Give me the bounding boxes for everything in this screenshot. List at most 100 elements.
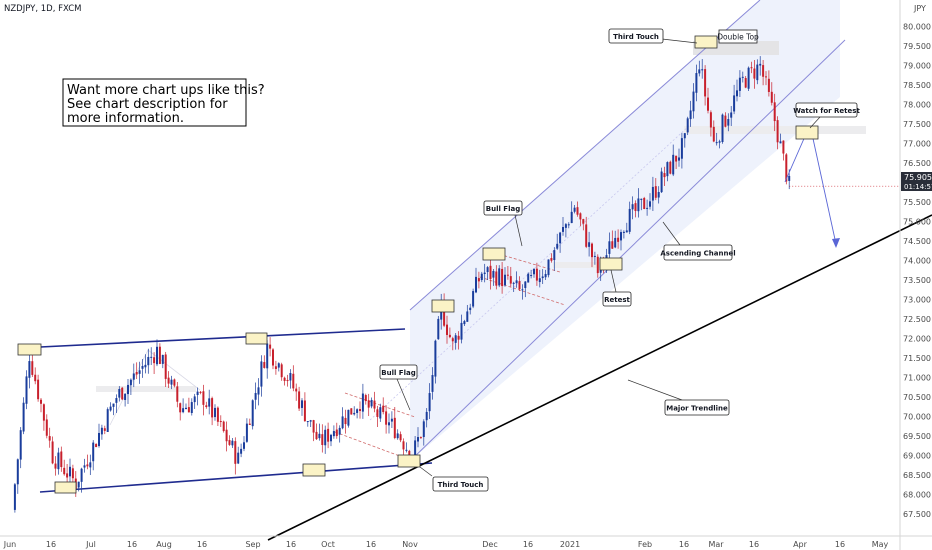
y-tick-label: 75.000	[903, 218, 931, 227]
candle-body	[86, 464, 89, 467]
callout-double-top[interactable]: Double Top	[717, 29, 759, 44]
leader-line	[627, 379, 683, 401]
candle	[295, 383, 298, 401]
touch-box[interactable]	[54, 481, 77, 494]
candle-body	[66, 473, 69, 478]
candle-body	[109, 406, 112, 411]
x-tick-label: Jul	[85, 540, 96, 549]
candle	[689, 100, 692, 127]
candle	[585, 216, 588, 249]
candle-body	[156, 346, 158, 365]
candle-body	[121, 387, 124, 400]
y-tick-label: 72.000	[903, 335, 931, 344]
leader-line	[396, 378, 411, 411]
projection-arrow-down	[811, 133, 837, 245]
candle-body	[321, 434, 324, 445]
candle-body	[649, 201, 651, 207]
candle	[611, 230, 614, 249]
callout-watch-retest[interactable]: Watch for Retest	[793, 102, 860, 118]
candle	[431, 367, 434, 400]
candle	[596, 254, 599, 278]
channel-upper-line[interactable]	[409, 0, 761, 311]
y-tick-label: 70.000	[903, 413, 931, 422]
touch-box[interactable]	[245, 332, 268, 345]
candle-body	[637, 198, 640, 212]
candle	[272, 348, 274, 370]
candle-body	[501, 268, 504, 287]
callout-third-touch-top[interactable]: Third Touch	[608, 28, 664, 44]
range-upper-line[interactable]	[19, 328, 406, 349]
candle-body	[350, 408, 353, 415]
candle-body	[153, 357, 156, 364]
y-tick-label: 70.500	[903, 393, 931, 402]
touch-box[interactable]	[17, 343, 42, 356]
candle-body	[173, 379, 176, 386]
promo-box[interactable]: Want more chart ups like this? See chart…	[62, 78, 265, 127]
candle-body	[388, 422, 390, 426]
callout-retest[interactable]: Retest	[602, 291, 632, 307]
touch-box[interactable]	[302, 463, 326, 477]
candle	[765, 71, 767, 86]
candle-body	[298, 391, 301, 409]
candle	[19, 427, 22, 469]
touch-box[interactable]	[694, 35, 718, 49]
range-lower-line[interactable]	[39, 462, 433, 493]
candle-body	[330, 434, 332, 442]
touch-box[interactable]	[431, 299, 455, 313]
major-trendline[interactable]	[267, 214, 932, 541]
candle	[269, 337, 272, 357]
candle-body	[190, 402, 193, 413]
y-tick-label: 77.000	[903, 140, 931, 149]
candle-body	[141, 365, 144, 369]
candle-body	[306, 421, 309, 423]
candle-body	[425, 411, 428, 421]
candle	[350, 408, 353, 415]
touch-box[interactable]	[482, 247, 506, 261]
candle	[135, 362, 138, 380]
candle-body	[686, 118, 689, 133]
x-axis-ticks[interactable]: Jun 16 Jul 16 Aug 16 Sep 16 Oct 16 Nov Dec 16 2021 Feb…	[3, 540, 889, 549]
candle-body	[77, 481, 80, 488]
candle-body	[182, 408, 185, 413]
candle	[518, 276, 521, 291]
candle-body	[393, 417, 396, 438]
candle	[608, 232, 611, 263]
candle	[115, 394, 118, 414]
ascending-channel-band	[410, 0, 840, 461]
candle	[141, 359, 144, 378]
candle-body	[353, 412, 356, 415]
callout-major-trendline[interactable]: Major Trendline	[664, 399, 730, 416]
candle-body	[361, 393, 364, 412]
channel-lower-line[interactable]	[409, 39, 846, 462]
candle	[158, 343, 161, 365]
callout-third-touch-bottom[interactable]: Third Touch	[432, 476, 489, 492]
candle	[460, 314, 463, 344]
y-tick-label: 76.500	[903, 159, 931, 168]
candle-body	[492, 271, 495, 278]
candle-body	[611, 241, 614, 249]
touch-box[interactable]	[397, 454, 421, 468]
callout-ascending-channel[interactable]: Ascending Channel	[660, 244, 736, 261]
candle	[498, 265, 501, 288]
touch-box[interactable]	[795, 125, 819, 140]
candle	[292, 365, 295, 392]
candle-body	[222, 421, 225, 432]
candle	[614, 230, 617, 249]
y-axis-ticks[interactable]: 67.500 68.000 68.500 69.000 69.500 70.000 70.5…	[903, 23, 931, 520]
candle	[187, 397, 190, 413]
candle-body	[385, 411, 388, 425]
y-tick-label: 79.500	[903, 42, 931, 51]
candle	[298, 386, 301, 412]
candle-body	[428, 393, 431, 412]
touch-box[interactable]	[599, 257, 623, 271]
candle-body	[785, 154, 788, 182]
y-tick-label: 78.000	[903, 101, 931, 110]
candle	[318, 423, 321, 441]
callout-bull-flag-lower[interactable]: Bull Flag	[379, 364, 418, 380]
callout-bull-flag-upper[interactable]: Bull Flag	[483, 200, 523, 216]
candle-body	[738, 77, 741, 91]
candle	[22, 397, 25, 435]
candle-body	[741, 76, 744, 78]
candle	[776, 116, 779, 150]
